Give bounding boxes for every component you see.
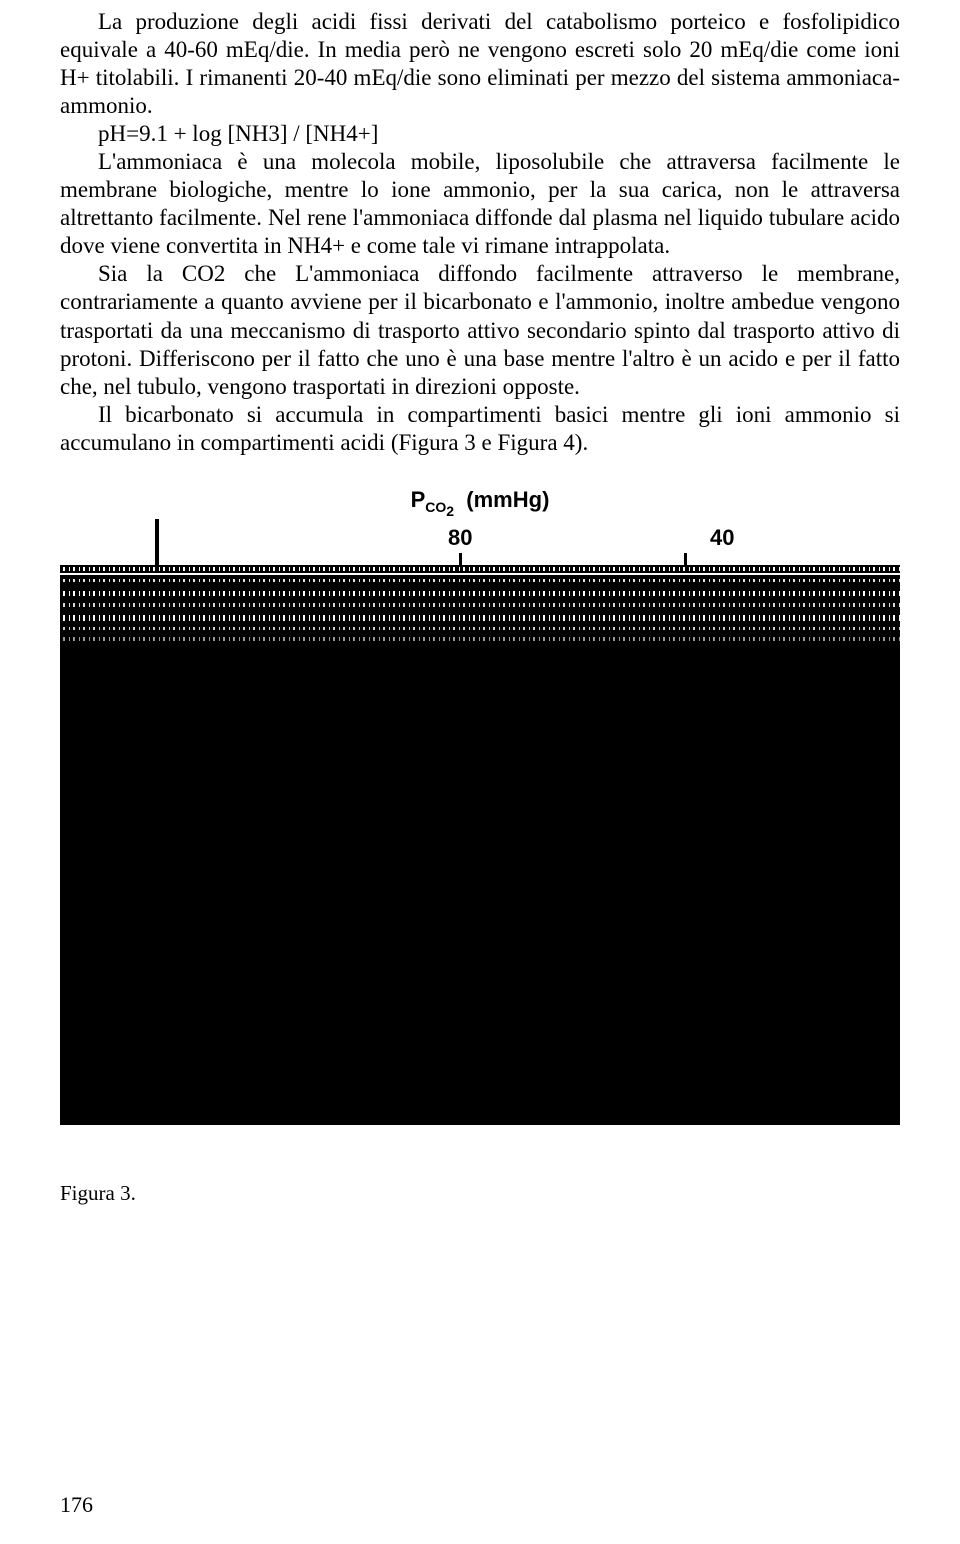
paragraph-1: La produzione degli acidi fissi derivati…	[60, 8, 900, 120]
figure-noise-band	[60, 637, 900, 641]
page-number: 176	[60, 1492, 93, 1518]
figure-axis-title: PCO2 (mmHg)	[411, 487, 550, 519]
figure-caption: Figura 3.	[60, 1181, 900, 1206]
figure-noise-band	[60, 591, 900, 596]
figure-image-body	[60, 565, 900, 1125]
paragraph-2-formula: pH=9.1 + log [NH3] / [NH4+]	[60, 120, 900, 148]
figure-title-sub: CO	[425, 499, 446, 515]
figure-title-units: (mmHg)	[466, 487, 549, 512]
figure-tick-labels: 80 40	[60, 519, 900, 559]
figure-tick-40: 40	[710, 525, 734, 551]
figure-tick-80: 80	[448, 525, 472, 551]
paragraph-4: Sia la CO2 che L'ammoniaca diffondo faci…	[60, 260, 900, 400]
figure-noise-band	[60, 579, 900, 582]
paragraph-5: Il bicarbonato si accumula in compartime…	[60, 401, 900, 457]
figure-title-sub2: 2	[446, 503, 454, 519]
paragraph-3: L'ammoniaca è una molecola mobile, lipos…	[60, 148, 900, 260]
figure-title-prefix: P	[411, 487, 426, 512]
figure-axis-header: PCO2 (mmHg) 80 40	[60, 485, 900, 565]
figure-noise-band	[60, 567, 900, 571]
figure-noise-band	[60, 603, 900, 607]
figure-noise-line	[60, 573, 900, 575]
figure-3: PCO2 (mmHg) 80 40 Figura 3.	[60, 485, 900, 1206]
figure-noise-band	[60, 627, 900, 630]
figure-noise-band	[60, 615, 900, 621]
body-text-region: La produzione degli acidi fissi derivati…	[60, 0, 900, 457]
